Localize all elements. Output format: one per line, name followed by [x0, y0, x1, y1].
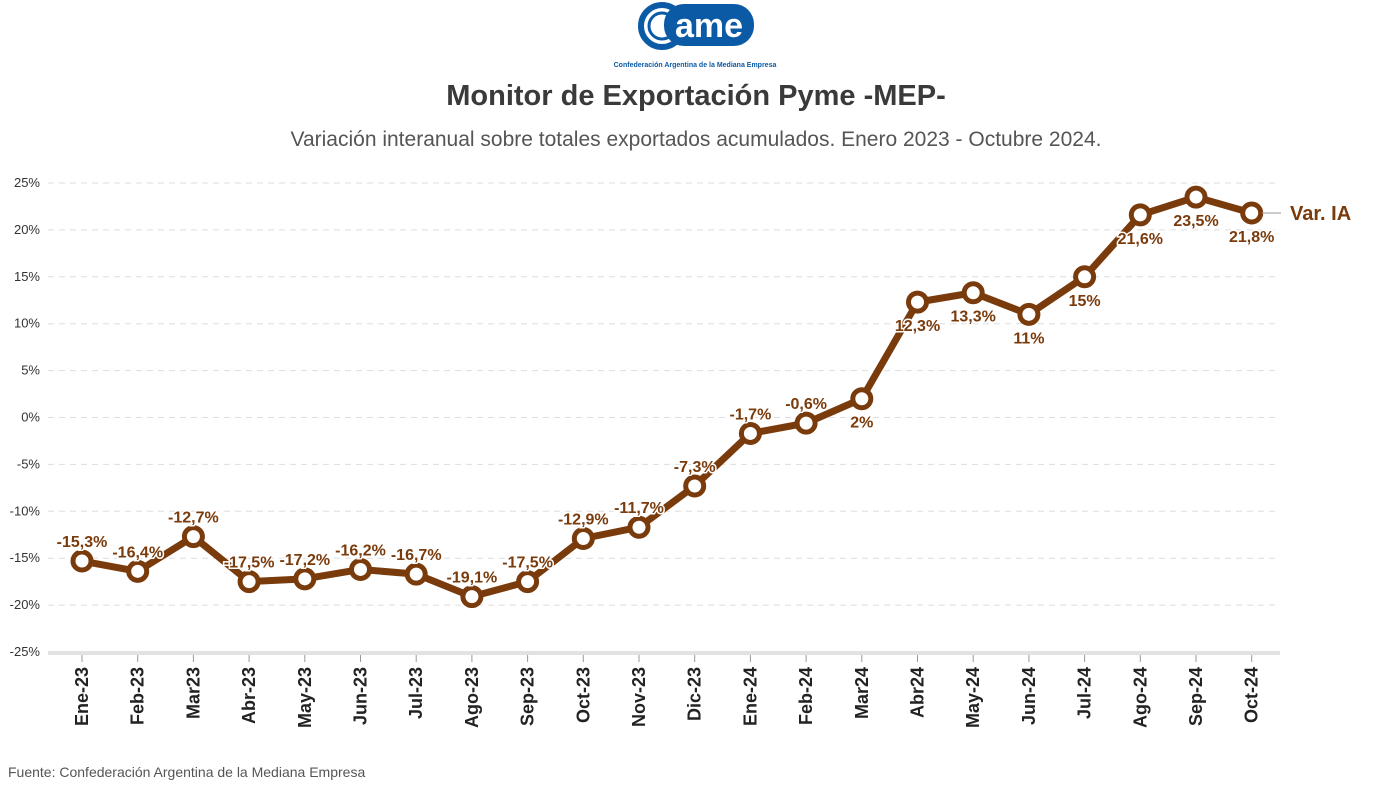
data-label: -0,6% — [785, 396, 827, 413]
y-tick-label: 10% — [14, 316, 40, 331]
x-tick-label: Jun-23 — [351, 667, 371, 725]
data-point — [237, 570, 261, 594]
x-tick-label: Abr24 — [908, 667, 928, 718]
x-tick-label: May-24 — [963, 667, 983, 728]
data-point — [1240, 201, 1264, 225]
data-label: 11% — [1013, 330, 1044, 347]
x-tick-label: Abr-23 — [239, 667, 259, 724]
data-label: -19,1% — [447, 570, 498, 587]
x-tick-label: Jul-24 — [1075, 667, 1095, 719]
data-label: -12,9% — [558, 512, 609, 529]
data-label: -16,2% — [335, 542, 386, 559]
y-tick-label: 25% — [14, 175, 40, 190]
data-label: -16,4% — [112, 544, 163, 561]
data-label: -17,2% — [279, 552, 330, 569]
x-tick-label: May-23 — [295, 667, 315, 728]
data-point — [181, 525, 205, 549]
data-point — [627, 515, 651, 539]
x-tick-label: Sep-24 — [1186, 667, 1206, 726]
chart-subtitle: Variación interanual sobre totales expor… — [290, 128, 1102, 151]
data-label: 2% — [850, 415, 873, 432]
data-point — [126, 559, 150, 583]
data-point — [404, 562, 428, 586]
data-label: -16,7% — [391, 547, 442, 564]
y-tick-label: -15% — [10, 550, 41, 565]
source-note: Fuente: Confederación Argentina de la Me… — [8, 764, 366, 780]
data-point — [850, 387, 874, 411]
chart-title: Monitor de Exportación Pyme -MEP- — [446, 80, 946, 112]
y-tick-label: -20% — [10, 597, 41, 612]
data-point — [794, 411, 818, 435]
data-label: -15,3% — [57, 534, 108, 551]
x-tick-label: Dic-23 — [685, 667, 705, 721]
data-point — [1184, 185, 1208, 209]
data-label: -17,5% — [224, 555, 275, 572]
came-logo-graphic: ame Confederación Argentina de la Median… — [614, 2, 777, 69]
x-tick-label: Mar23 — [183, 667, 203, 719]
x-tick-label: Nov-23 — [629, 667, 649, 727]
data-point — [460, 585, 484, 609]
data-point — [293, 567, 317, 591]
data-label: 21,8% — [1229, 229, 1274, 246]
data-label: 13,3% — [951, 309, 996, 326]
x-tick-label: Mar24 — [852, 667, 872, 719]
svg-text:ame: ame — [675, 7, 743, 45]
data-point — [961, 281, 985, 305]
x-tick-label: Oct-23 — [573, 667, 593, 723]
series-label: Var. IA — [1290, 203, 1351, 225]
came-logo: ame Confederación Argentina de la Median… — [600, 0, 790, 74]
y-tick-label: 20% — [14, 222, 40, 237]
data-label: -11,7% — [614, 500, 664, 517]
data-point — [571, 527, 595, 551]
x-tick-label: Jun-24 — [1019, 667, 1039, 725]
data-point — [738, 421, 762, 445]
x-tick-label: Ene-23 — [72, 667, 92, 726]
x-tick-label: Oct-24 — [1242, 667, 1262, 723]
data-point — [70, 549, 94, 573]
data-label: -12,7% — [168, 510, 219, 527]
y-tick-label: -25% — [10, 644, 41, 659]
y-tick-label: 15% — [14, 269, 40, 284]
y-tick-label: -5% — [17, 456, 41, 471]
data-point — [516, 570, 540, 594]
x-tick-label: Ago-23 — [462, 667, 482, 728]
data-label: 21,6% — [1118, 231, 1163, 248]
y-tick-label: -10% — [10, 503, 41, 518]
y-tick-label: 0% — [21, 410, 40, 425]
y-axis: 25% 20% 15% 10% 5% 0% -5% -10% -15% -20% -25% — [10, 175, 41, 659]
series-line — [81, 193, 1253, 601]
x-tick-label: Ene-24 — [740, 667, 760, 726]
x-tick-label: Ago-24 — [1130, 667, 1150, 728]
x-axis: Ene-23 Feb-23 Mar23 Abr-23 May-23 Jun-23 Jul-2… — [48, 651, 1280, 728]
data-point — [683, 474, 707, 498]
data-label: -17,5% — [502, 555, 553, 572]
y-tick-label: 5% — [21, 363, 40, 378]
data-point — [906, 290, 929, 314]
x-tick-label: Jul-23 — [406, 667, 426, 719]
data-label: 12,3% — [895, 318, 940, 335]
data-point — [1073, 265, 1097, 289]
data-point — [1017, 302, 1041, 326]
x-tick-label: Feb-24 — [796, 667, 816, 725]
data-label: -1,7% — [730, 406, 772, 423]
grid-lines — [48, 182, 1280, 653]
data-label: 15% — [1069, 293, 1101, 310]
data-point — [1128, 203, 1152, 227]
x-tick-label: Feb-23 — [128, 667, 148, 725]
data-labels: -15,3%-16,4%-12,7%-17,5% -17,2%-16,2% -16,… — [55, 203, 1351, 588]
data-label: -7,3% — [674, 459, 716, 476]
svg-text:Confederación Argentina de la: Confederación Argentina de la Mediana Em… — [614, 62, 777, 69]
data-label: 23,5% — [1173, 213, 1218, 230]
data-point — [349, 557, 372, 581]
x-tick-label: Sep-23 — [518, 667, 538, 726]
series-var-ia — [70, 185, 1264, 609]
